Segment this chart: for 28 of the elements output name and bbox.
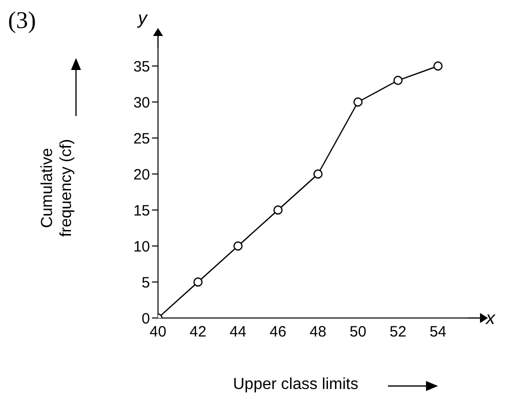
x-tick-label: 50 <box>350 324 366 341</box>
x-tick-label: 54 <box>430 324 446 341</box>
text: (3) <box>8 8 36 35</box>
x-axis-title: Upper class limits <box>233 376 358 394</box>
x-tick-label: 52 <box>390 324 406 341</box>
x-tick-label: 44 <box>230 324 246 341</box>
y-tick-label: 15 <box>133 202 150 220</box>
point <box>193 277 203 287</box>
y-tick-label: 35 <box>133 58 150 76</box>
text: y <box>138 8 147 29</box>
point <box>313 169 323 179</box>
point <box>433 61 443 71</box>
y-tick-label: 5 <box>142 274 150 292</box>
point <box>393 76 403 85</box>
point <box>233 241 243 251</box>
text: x <box>486 308 495 329</box>
y-tick-label: 10 <box>133 238 150 256</box>
point <box>353 97 363 107</box>
point <box>273 205 283 215</box>
y-tick-label: 25 <box>133 130 150 148</box>
y-tick-label: 0 <box>142 310 150 328</box>
y-tick-label: 30 <box>133 94 150 112</box>
y-axis-title: Cumulative frequency (cf) <box>38 138 76 239</box>
y-tick-label: 20 <box>133 166 150 184</box>
x-tick-label: 42 <box>190 324 206 341</box>
x-tick-label: 40 <box>150 324 166 341</box>
x-tick-label: 48 <box>310 324 326 341</box>
x-tick-label: 46 <box>270 324 286 341</box>
